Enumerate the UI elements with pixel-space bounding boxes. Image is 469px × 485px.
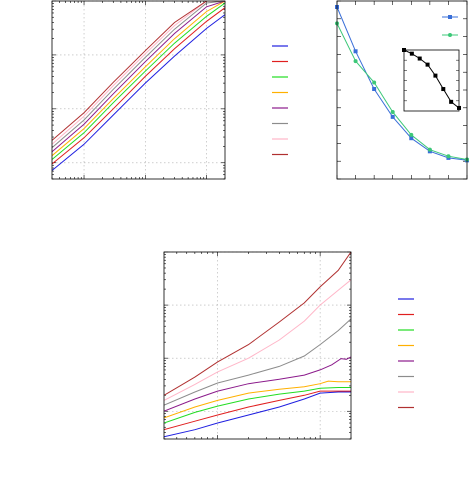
series-line-3 — [52, 2, 225, 160]
series-line-6 — [164, 318, 351, 406]
plot-frame — [163, 251, 352, 440]
inset-point — [449, 99, 454, 104]
series-line-7 — [164, 279, 351, 401]
inset-point — [417, 56, 422, 61]
inset-point — [402, 48, 406, 52]
series-line-8 — [164, 252, 351, 396]
chart-top-right — [335, 0, 469, 180]
inset-point — [409, 51, 414, 56]
series-line-3 — [164, 387, 351, 424]
series-1-point — [372, 87, 377, 91]
series-2-point — [446, 154, 451, 159]
series-2-point — [409, 132, 414, 137]
series-2-point — [353, 59, 358, 64]
plot-frame — [51, 0, 226, 180]
inset-point — [457, 105, 461, 110]
chart-top-left — [51, 0, 288, 180]
series-line-5 — [164, 356, 351, 412]
inset-point — [433, 73, 438, 78]
series-line-2 — [164, 390, 351, 431]
series-line-5 — [52, 1, 225, 153]
series-1-point — [390, 114, 395, 119]
chart-bottom — [163, 251, 414, 440]
plot-frame — [336, 0, 468, 180]
series-line-6 — [52, 1, 225, 149]
inset-point — [441, 87, 446, 92]
series-line-2 — [336, 23, 468, 160]
legend-marker-1 — [448, 15, 452, 19]
inset-point — [425, 62, 430, 67]
series-line-4 — [52, 1, 225, 157]
legend-marker-2 — [448, 33, 452, 37]
series-line-1 — [336, 6, 468, 161]
series-1-point — [353, 49, 358, 54]
series-2-point — [372, 80, 377, 85]
series-line-2 — [52, 7, 225, 165]
series-line-1 — [164, 391, 351, 438]
series-2-point — [427, 147, 432, 152]
series-1-point — [409, 136, 414, 141]
series-line-4 — [164, 380, 351, 419]
series-line-1 — [52, 14, 225, 171]
series-line-8 — [52, 1, 225, 141]
series-line-7 — [52, 1, 225, 145]
series-2-point — [390, 109, 395, 114]
